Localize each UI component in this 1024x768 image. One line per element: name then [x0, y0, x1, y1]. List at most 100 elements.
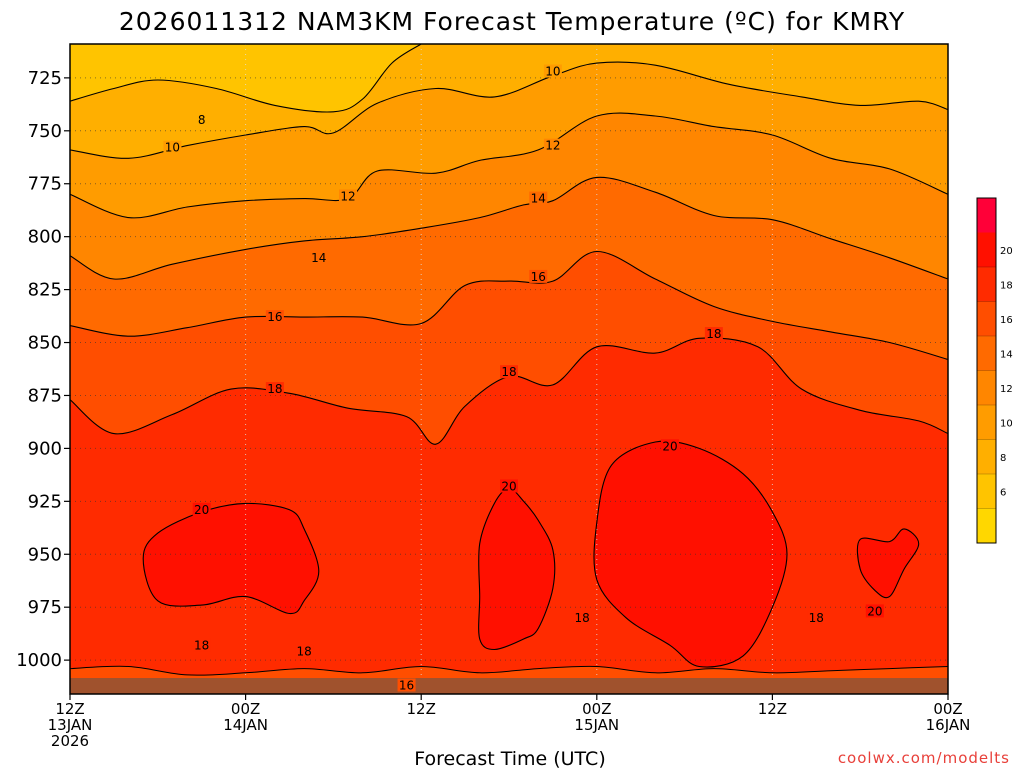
- contour-label-bg: [295, 644, 314, 658]
- contour-label-bg: [309, 250, 328, 264]
- y-tick-label-725: 725: [28, 68, 62, 89]
- contour-line-14-3: [70, 176, 948, 280]
- contour-label-bg: [192, 113, 211, 127]
- contour-label-20: 20: [194, 503, 209, 517]
- colorbar-swatch-10: [977, 405, 996, 440]
- x-tick-label: 15JAN: [574, 716, 619, 734]
- contour-label-18: 18: [194, 638, 209, 652]
- x-tick-label: 2026: [51, 732, 89, 750]
- contour-label-bg: [529, 269, 548, 283]
- contour-label-bg: [543, 64, 562, 78]
- contour-label-bg: [529, 191, 548, 205]
- x-tick-label: 12Z: [758, 700, 787, 718]
- colorbar-swatch-12: [977, 370, 996, 405]
- contour-line-12-2: [70, 112, 948, 219]
- contour-label-bg: [192, 638, 211, 652]
- contour-label-16: 16: [531, 270, 546, 284]
- contour-label-bg: [397, 678, 416, 692]
- colorbar-swatch-22: [977, 198, 996, 233]
- colorbar-label-20: 20: [1000, 246, 1013, 257]
- contour-label-16: 16: [399, 679, 414, 693]
- contour-label-bg: [573, 610, 592, 624]
- contour-label-12: 12: [545, 139, 560, 153]
- x-tick-label: 00Z: [933, 700, 962, 718]
- plot-frame: [69, 43, 949, 695]
- contour-line-10-1: [70, 61, 948, 159]
- x-tick-label: 12Z: [407, 700, 436, 718]
- y-tick-label-925: 925: [28, 491, 62, 512]
- y-tick-label-750: 750: [28, 121, 62, 142]
- contour-label-bg: [660, 439, 679, 453]
- contour-label-bg: [265, 382, 284, 396]
- contour-label-8: 8: [198, 113, 206, 127]
- contour-label-bg: [865, 604, 884, 618]
- contour-line-20-9: [856, 528, 920, 599]
- contour-label-20: 20: [867, 604, 882, 618]
- contour-line-20-7: [478, 488, 556, 651]
- colorbar-label-6: 6: [1000, 487, 1006, 498]
- colorbar-label-14: 14: [1000, 349, 1013, 360]
- surface-ground: [70, 678, 948, 694]
- colorbar-label-12: 12: [1000, 384, 1013, 395]
- colorbar-swatch-20: [977, 232, 996, 267]
- contour-label-16: 16: [267, 310, 282, 324]
- contour-label-bg: [500, 365, 518, 379]
- contour-label-18: 18: [706, 327, 721, 341]
- credit-text: coolwx.com/modelts: [838, 749, 1010, 767]
- fill-cell-above-20-1: [478, 488, 555, 650]
- y-tick-label-875: 875: [28, 385, 62, 406]
- contour-label-14: 14: [311, 251, 326, 265]
- colorbar-swatch-8: [977, 439, 996, 474]
- colorbar-swatch-16: [977, 301, 996, 336]
- ground-surface: [70, 678, 948, 694]
- colorbar: 6 8 10 12 14 16 18 20: [976, 197, 1013, 544]
- fill-cell-above-20-3: [857, 528, 919, 598]
- x-tick-label: 14JAN: [223, 716, 268, 734]
- chart-title: 2026011312 NAM3KM Forecast Temperature (…: [119, 7, 905, 36]
- y-tick-label-950: 950: [28, 544, 62, 565]
- colorbar-swatch-6: [977, 474, 996, 509]
- contour-label-18: 18: [809, 611, 824, 625]
- colorbar-swatch-4: [977, 508, 996, 543]
- colorbar-label-16: 16: [1000, 315, 1013, 326]
- contour-label-18: 18: [296, 645, 311, 659]
- y-tick-label-800: 800: [28, 227, 62, 248]
- contour-label-bg: [807, 610, 826, 624]
- contour-line-8-0: [70, 44, 422, 113]
- colorbar-swatch-14: [977, 336, 996, 371]
- colorbar-label-10: 10: [1000, 418, 1013, 429]
- y-axis: 725 750 775 800 825 850 875 900 925 950 975 1000: [16, 68, 70, 671]
- contour-label-bg: [265, 310, 284, 324]
- contour-label-10: 10: [165, 141, 180, 155]
- y-tick-label-975: 975: [28, 597, 62, 618]
- y-tick-label-775: 775: [28, 174, 62, 195]
- contour-label-14: 14: [531, 192, 546, 206]
- contour-line-20-8: [593, 440, 788, 668]
- grid: [70, 44, 948, 694]
- y-tick-label-850: 850: [28, 333, 62, 354]
- contour-label-bg: [543, 138, 562, 152]
- contour-label-20: 20: [501, 480, 516, 494]
- colorbar-label-8: 8: [1000, 453, 1006, 464]
- x-tick-label: 12Z: [55, 700, 84, 718]
- contour-labels: 8 10 10 12 12 14 14 16 16 18 18 18 20 20 20 20 18 18 18 18 1…: [163, 64, 884, 693]
- colorbar-swatch-18: [977, 267, 996, 302]
- colorbar-label-18: 18: [1000, 280, 1013, 291]
- contour-label-bg: [192, 502, 211, 516]
- x-tick-label: 00Z: [582, 700, 611, 718]
- contour-label-bg: [163, 140, 182, 154]
- y-tick-label-825: 825: [28, 280, 62, 301]
- contour-label-20: 20: [662, 439, 677, 453]
- contour-label-10: 10: [545, 65, 560, 79]
- x-tick-label: 16JAN: [926, 716, 971, 734]
- contour-line-16-4: [70, 250, 948, 361]
- y-tick-label-900: 900: [28, 438, 62, 459]
- contour-label-bg: [339, 189, 358, 203]
- contour-label-18: 18: [575, 611, 590, 625]
- fill-cell-above-20-0: [143, 503, 319, 614]
- contour-label-18: 18: [267, 382, 282, 396]
- x-tick-label: 00Z: [231, 700, 260, 718]
- y-tick-label-1000: 1000: [16, 650, 62, 671]
